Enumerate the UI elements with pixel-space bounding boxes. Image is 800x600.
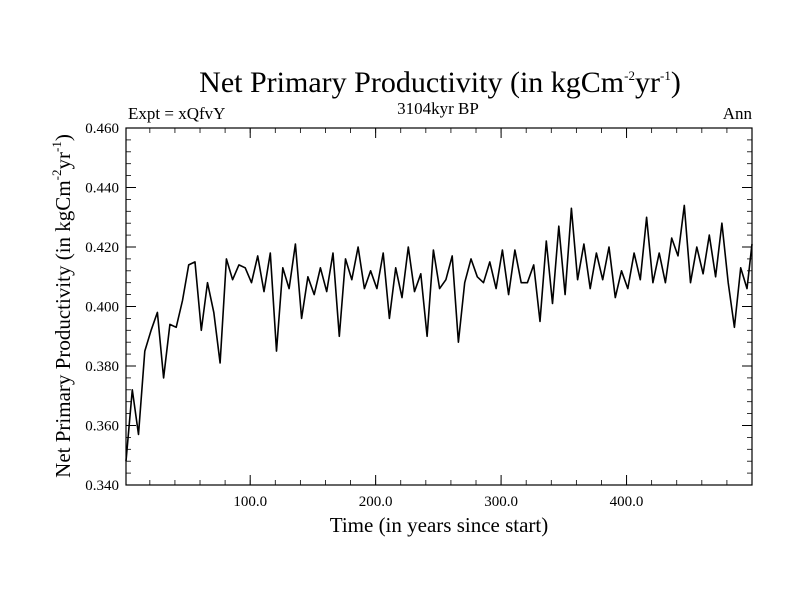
axis-ticks [126,127,752,486]
x-tick-label: 300.0 [484,494,518,510]
y-axis-label: Net Primary Productivity (in kgCm-2yr-1) [49,134,75,478]
x-axis-label: Time (in years since start) [330,513,549,537]
y-tick-label: 0.420 [85,240,119,256]
series-line [125,204,753,462]
y-tick-label: 0.340 [85,478,119,494]
season-label: Ann [723,104,753,123]
x-tick-label: 200.0 [359,494,393,510]
x-tick-label: 400.0 [610,494,644,510]
y-tick-label: 0.460 [85,121,119,137]
y-tick-labels: 0.340 0.360 0.380 0.400 0.420 0.440 0.460 [85,121,119,494]
y-tick-label: 0.400 [85,300,119,316]
period-label: 3104kyr BP [397,99,479,118]
y-tick-label: 0.360 [85,419,119,435]
x-tick-labels: 100.0 200.0 300.0 400.0 [233,494,643,510]
experiment-label: Expt = xQfvY [128,104,225,123]
plot-frame [125,127,753,486]
chart-title: Net Primary Productivity (in kgCm-2yr-1) [199,66,681,99]
x-tick-label: 100.0 [233,494,267,510]
y-tick-label: 0.440 [85,181,119,197]
y-tick-label: 0.380 [85,359,119,375]
